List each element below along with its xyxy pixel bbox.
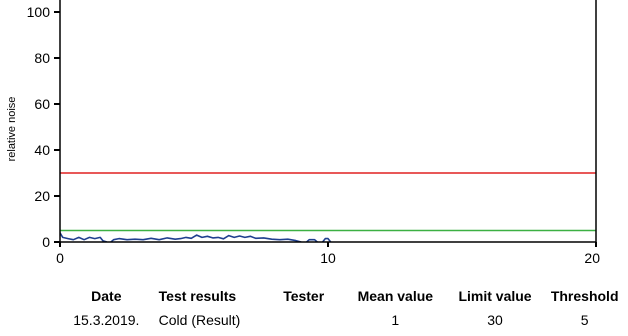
y-axis-label: relative noise [6, 97, 18, 162]
header-mean-value: Mean value [357, 288, 434, 304]
table-row: 15.3.2019. Cold (Result) 1 30 5 [60, 310, 628, 330]
series-line [321, 237, 332, 242]
cell-limit-value: 30 [487, 312, 503, 328]
y-tick-label: 0 [42, 234, 50, 250]
series-line [306, 238, 318, 242]
reference-lines [60, 172, 596, 232]
plot-frame [59, 0, 597, 243]
results-table: Date Test results Tester Mean value Limi… [60, 286, 628, 330]
series-line [60, 232, 108, 242]
series-lines [60, 232, 332, 242]
noise-chart: relative noise 0 20 40 60 80 100 0 10 20 [6, 0, 600, 266]
x-tick-label: 20 [584, 250, 600, 266]
header-test-results: Test results [158, 288, 237, 304]
cell-test-results: Cold (Result) [158, 312, 241, 328]
header-threshold: Threshold [550, 288, 619, 304]
y-tick-label: 20 [34, 188, 50, 204]
cell-mean-value: 1 [391, 312, 400, 328]
y-tick-label: 80 [34, 50, 50, 66]
cell-threshold: 5 [580, 312, 589, 328]
cell-date: 15.3.2019. [73, 312, 140, 328]
cell-tester [265, 310, 342, 330]
series-line [110, 234, 302, 242]
y-tick-label: 60 [34, 96, 50, 112]
x-axis: 0 10 20 [56, 242, 600, 266]
header-limit-value: Limit value [458, 288, 532, 304]
y-tick-label: 100 [27, 4, 51, 20]
x-tick-label: 10 [320, 250, 336, 266]
x-tick-label: 0 [56, 250, 64, 266]
y-axis: 0 20 40 60 80 100 [27, 4, 60, 250]
results-header-row: Date Test results Tester Mean value Limi… [60, 286, 628, 310]
header-tester: Tester [283, 288, 325, 304]
header-date: Date [91, 288, 122, 304]
y-tick-label: 40 [34, 142, 50, 158]
